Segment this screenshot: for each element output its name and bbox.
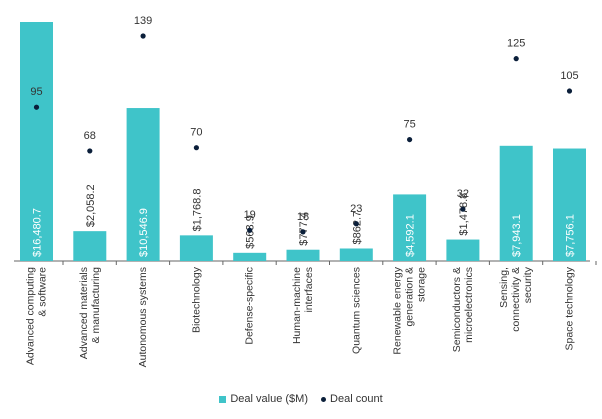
count-point (247, 227, 253, 233)
count-point (566, 88, 573, 94)
count-data-label: 75 (403, 119, 415, 131)
bar (339, 248, 373, 261)
legend-item-deal-value: Deal value ($M) (219, 393, 308, 405)
count-point (300, 229, 306, 235)
count-point (140, 33, 146, 39)
count-point (353, 221, 359, 227)
bar-data-label: $7,756.1 (565, 214, 577, 257)
bar (73, 231, 107, 261)
count-data-label: 23 (350, 203, 362, 215)
count-data-label: 105 (560, 70, 578, 82)
bar-data-label: $4,592.1 (405, 214, 417, 257)
x-tick-label: Biotechnology (190, 266, 202, 333)
count-data-label: 19 (244, 209, 256, 221)
x-tick-label: Semiconductors &microelectronics (451, 267, 475, 352)
count-point (33, 104, 40, 110)
x-tick-label: Renewable energygeneration &storage (392, 266, 428, 354)
count-data-label: 18 (297, 211, 309, 223)
count-data-label: 32 (457, 188, 469, 200)
x-tick-label: Human-machineinterfaces (291, 267, 315, 344)
bar-data-label: $2,058.2 (85, 184, 97, 227)
bar (20, 22, 53, 261)
chart-plot-area: $16,480.7 95 Advanced computing& software $… (14, 15, 597, 367)
x-tick-label: Sensing,connectivity &security (498, 266, 534, 332)
bar-data-label: $10,546.9 (138, 208, 150, 257)
count-data-label: 125 (507, 38, 525, 50)
x-tick-label: Quantum sciences (350, 267, 362, 354)
count-point (193, 145, 199, 151)
bar-data-label: $1,478.8 (458, 193, 470, 236)
count-data-label: 139 (134, 15, 152, 27)
bar-data-label: $16,480.7 (32, 208, 44, 257)
bar-data-label: $862.7 (351, 211, 363, 245)
bar-data-label: $7,943.1 (511, 214, 523, 257)
count-data-label: 95 (30, 86, 42, 98)
legend-item-deal-count: Deal count (321, 393, 383, 405)
x-tick-label: Space technology (564, 266, 576, 350)
count-point (460, 206, 466, 212)
x-tick-label: Autonomous systems (137, 267, 149, 367)
legend-label-deal-count: Deal count (330, 393, 383, 406)
legend-swatch-deal-value (219, 395, 227, 403)
bar (126, 108, 160, 262)
bar (446, 239, 480, 261)
bar (393, 194, 427, 261)
count-point (407, 136, 413, 143)
legend-label-deal-value: Deal value ($M) (230, 393, 308, 406)
bar (233, 252, 267, 261)
bar (286, 249, 320, 261)
legend-marker-deal-count (321, 396, 327, 402)
x-tick-label: Advanced computing& software (25, 267, 49, 365)
count-point (87, 148, 93, 154)
bar-data-label: $777.4 (298, 212, 310, 246)
count-data-label: 68 (84, 130, 96, 142)
count-point (513, 56, 519, 62)
x-tick-label: Defense-specific (244, 267, 256, 345)
count-data-label: 70 (190, 127, 202, 139)
bar (179, 235, 213, 261)
bar-data-label: $1,768.8 (191, 189, 203, 232)
x-tick-label: Advanced materials& manufacturing (78, 267, 102, 359)
legend: Deal value ($M) Deal count (0, 393, 602, 405)
bar (553, 148, 586, 261)
bar (499, 145, 533, 261)
